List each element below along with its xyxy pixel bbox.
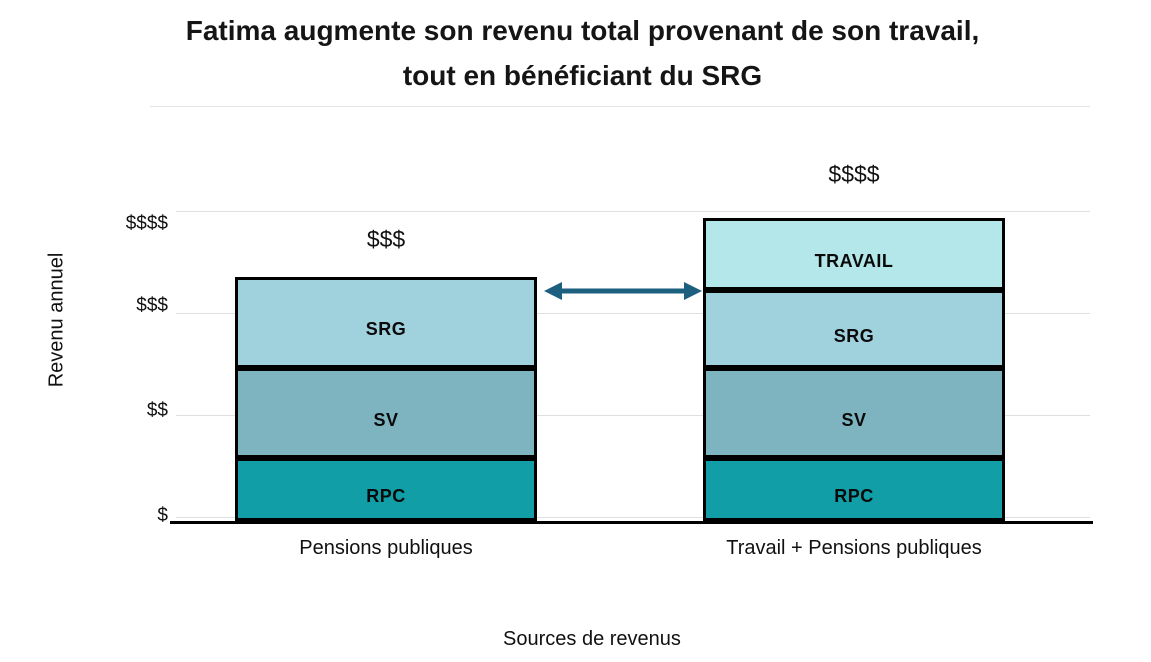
segment-label-rpc: RPC bbox=[834, 486, 874, 506]
chart-title-line-2: tout en bénéficiant du SRG bbox=[402, 60, 763, 91]
category-label-travail-pensions-publiques: Travail + Pensions publiques bbox=[726, 537, 982, 559]
bar-total-label-right: $$$$ bbox=[828, 161, 880, 187]
bar-segment-srg: SRG bbox=[703, 290, 1005, 368]
category-label-pensions-publiques: Pensions publiques bbox=[299, 537, 473, 559]
gridline-4-dollar bbox=[176, 211, 1090, 212]
segment-label-srg: SRG bbox=[365, 319, 407, 339]
x-axis-title: Sources de revenus bbox=[503, 628, 681, 650]
bar-segment-sv: SV bbox=[235, 368, 537, 458]
segment-label-srg: SRG bbox=[833, 325, 875, 346]
chart-title-line-1: Fatima augmente son revenu total provena… bbox=[185, 15, 980, 46]
y-tick-2-dollar: $$ bbox=[146, 400, 168, 421]
stacked-bar-travail-pensions-publiques: TRAVAIL SRG SV RPC bbox=[703, 218, 1005, 521]
bar-segment-rpc: RPC bbox=[235, 458, 537, 521]
stacked-bar-pensions-publiques: SRG SV RPC bbox=[235, 277, 537, 521]
bar-segment-rpc: RPC bbox=[703, 458, 1005, 521]
y-tick-3-dollar: $$$ bbox=[136, 295, 168, 316]
gridline-2-dollar bbox=[176, 415, 1090, 416]
bar-segment-srg: SRG bbox=[235, 277, 537, 368]
y-tick-4-dollar: $$$$ bbox=[125, 213, 168, 234]
gridline-3-dollar bbox=[176, 313, 1090, 314]
segment-label-sv: SV bbox=[373, 409, 399, 430]
x-axis-line bbox=[170, 521, 1093, 524]
chart-title: Fatima augmente son revenu total provena… bbox=[30, 8, 1135, 98]
bar-total-label-left: $$$ bbox=[366, 226, 406, 252]
double-arrow-icon bbox=[544, 282, 702, 300]
y-tick-1-dollar: $ bbox=[157, 505, 168, 526]
title-separator-line bbox=[150, 106, 1090, 107]
segment-label-rpc: RPC bbox=[366, 486, 406, 506]
y-axis-title: Revenu annuel bbox=[45, 252, 68, 388]
bar-segment-sv: SV bbox=[703, 368, 1005, 458]
segment-label-travail: TRAVAIL bbox=[814, 250, 894, 271]
bar-segment-travail: TRAVAIL bbox=[703, 218, 1005, 290]
gridline-1-dollar bbox=[176, 517, 1090, 518]
segment-label-sv: SV bbox=[841, 409, 867, 430]
